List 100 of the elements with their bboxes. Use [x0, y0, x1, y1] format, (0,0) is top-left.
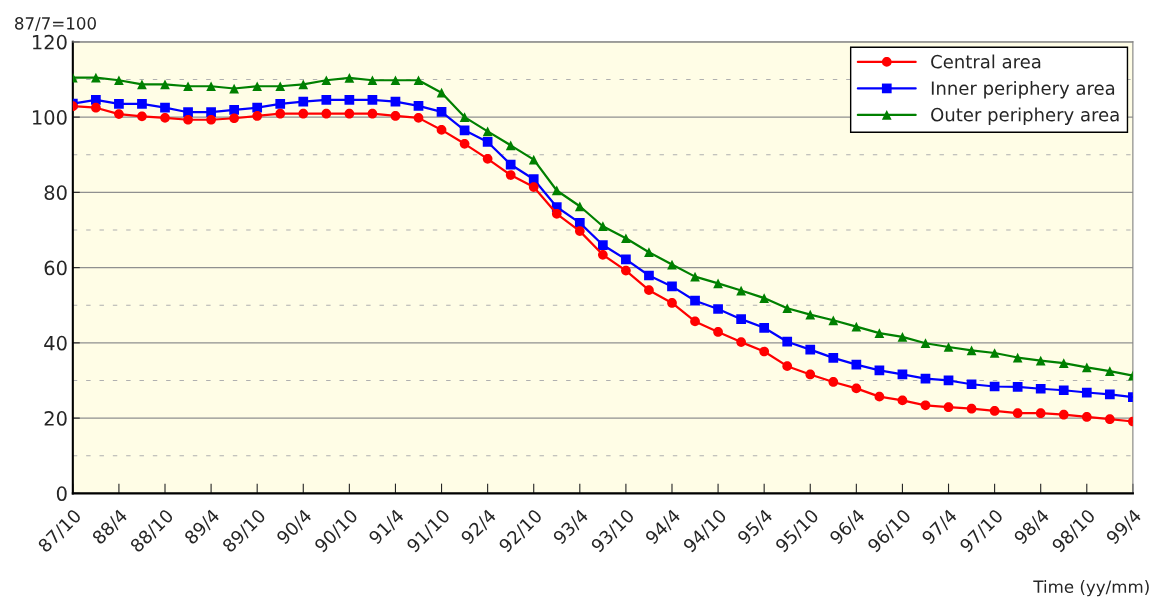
point	[966, 403, 977, 414]
point	[459, 138, 470, 149]
point	[551, 185, 562, 196]
y-tick-label: 120	[32, 34, 67, 50]
point	[390, 111, 401, 121]
point	[1058, 385, 1069, 396]
point	[874, 328, 885, 338]
point	[298, 108, 309, 119]
point	[897, 331, 908, 342]
point	[459, 125, 470, 136]
point	[229, 113, 239, 124]
point	[1081, 387, 1092, 398]
point	[413, 100, 424, 111]
point	[505, 170, 516, 180]
point	[1012, 352, 1023, 363]
point	[367, 94, 378, 105]
point	[183, 81, 193, 92]
point	[413, 75, 424, 86]
point	[644, 270, 654, 281]
point	[206, 114, 216, 125]
point	[436, 106, 447, 117]
point	[1104, 389, 1115, 400]
point	[344, 94, 355, 105]
point	[805, 309, 816, 320]
point	[275, 81, 286, 92]
point	[989, 348, 1000, 358]
legend-label: Inner periphery area	[931, 81, 1115, 99]
point	[574, 226, 585, 236]
point	[91, 72, 101, 83]
point	[206, 81, 216, 92]
point	[759, 322, 770, 333]
point	[920, 400, 931, 411]
point	[851, 383, 862, 394]
point	[874, 391, 885, 402]
point	[597, 240, 608, 250]
point	[621, 265, 631, 276]
point	[91, 102, 101, 113]
point	[805, 369, 816, 380]
point	[621, 233, 631, 244]
point	[137, 79, 147, 90]
point	[828, 377, 839, 387]
y-tick-label: 80	[44, 185, 67, 201]
point	[966, 379, 977, 390]
y-tick-label: 20	[44, 411, 67, 426]
point	[528, 182, 539, 192]
point	[482, 126, 493, 137]
point	[667, 298, 677, 308]
point	[782, 303, 793, 314]
y-tick-label: 60	[44, 260, 67, 276]
point	[321, 108, 332, 119]
point	[252, 111, 263, 121]
point	[183, 114, 193, 125]
point	[367, 108, 378, 119]
point	[160, 102, 170, 113]
point	[920, 338, 931, 349]
point	[989, 406, 1000, 416]
point	[782, 336, 793, 347]
point	[551, 208, 562, 219]
point	[390, 96, 401, 107]
point	[160, 113, 170, 123]
point	[943, 342, 954, 352]
point	[828, 315, 839, 326]
point	[252, 81, 263, 92]
point	[298, 96, 309, 107]
legend-label: Outer periphery area	[931, 107, 1119, 125]
point	[828, 353, 839, 363]
point	[713, 304, 723, 314]
point	[782, 361, 793, 372]
point	[528, 154, 539, 165]
point	[505, 140, 516, 151]
point	[597, 249, 608, 260]
point	[436, 87, 447, 98]
point	[690, 295, 700, 306]
point	[229, 83, 239, 94]
y-tick-label: 100	[32, 110, 67, 125]
point	[736, 337, 746, 347]
point	[736, 285, 746, 296]
point	[644, 285, 654, 296]
point	[805, 344, 816, 355]
point	[759, 346, 770, 357]
point	[114, 109, 124, 119]
point	[321, 94, 332, 105]
point	[436, 125, 447, 135]
point	[390, 75, 401, 86]
point	[1104, 366, 1115, 376]
y-axis-title: 87/7=100	[15, 17, 96, 31]
point	[367, 75, 378, 86]
point	[690, 316, 700, 327]
point	[275, 99, 286, 109]
point	[1081, 362, 1092, 373]
point	[1035, 355, 1046, 366]
point	[713, 327, 723, 337]
point	[1081, 412, 1092, 422]
point	[621, 254, 631, 265]
point	[1035, 408, 1046, 419]
point	[644, 247, 654, 258]
point	[275, 108, 286, 119]
point	[1104, 414, 1115, 425]
point	[298, 79, 309, 90]
point	[851, 359, 862, 370]
